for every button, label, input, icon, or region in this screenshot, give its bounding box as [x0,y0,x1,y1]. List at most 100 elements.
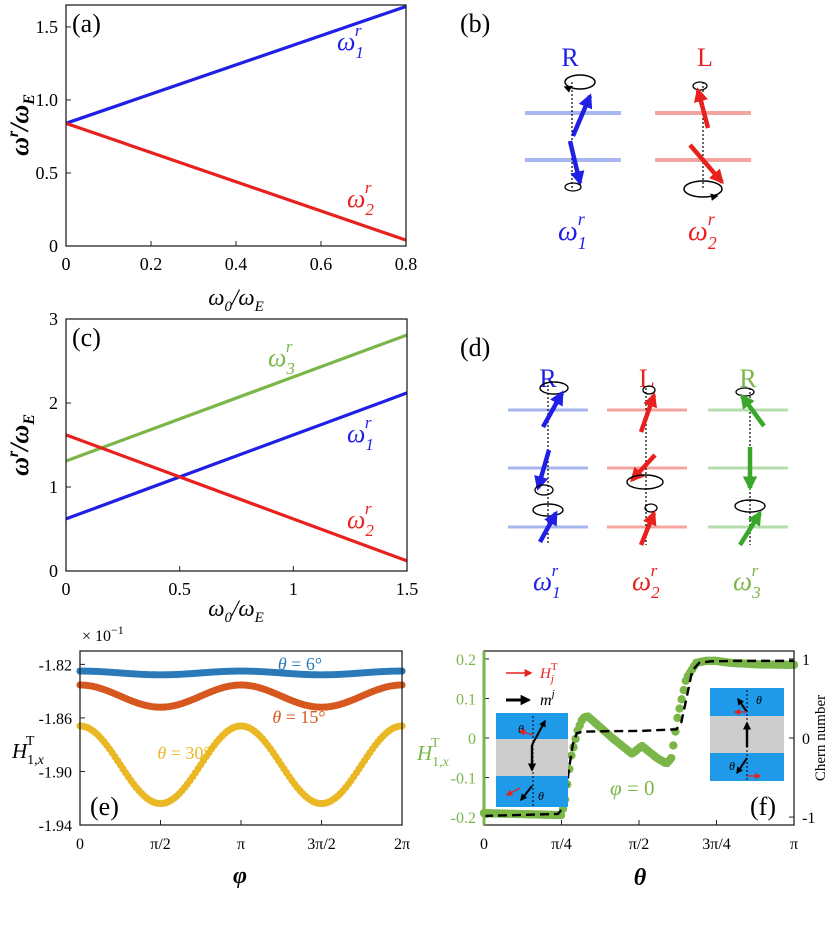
panel-b-freq-l: ω2r [688,209,717,253]
data-point [571,734,580,744]
panel-f-plot: 0 π/4 π/2 3π/4 π 0.2 0.1 0 -0.1 -0.2 1 0 -1 [451,652,816,853]
x-tick-label: 0.6 [310,254,333,274]
panel-f-ylabel: H1,xT [416,736,450,770]
panel-e-frame [79,650,403,826]
inset-left-m-arrow-bottom [520,785,533,802]
panel-a-label: (a) [72,9,101,38]
data-point [679,685,688,695]
x-tick-label: π/4 [551,836,572,853]
inset-right-theta-top: θ [756,693,762,707]
panel-b-r-spin-bottom-arrow [567,140,585,186]
x-tick-label: π/2 [150,836,171,853]
panel-c-label-w1: ω1r [347,413,374,454]
panel-a-ylabel: ωr/ωE [5,94,38,156]
y-tick-label: 0 [49,236,58,256]
y-tick-label: -1.86 [39,711,72,728]
panel-d-c3-spin-1 [740,393,766,428]
inset-right-theta-bottom: θ [729,759,735,773]
panel-a-xlabel: ω0/ωE [208,285,264,315]
panel-a-plot: 0 0.2 0.4 0.6 0.8 0 0.5 1.0 1.5 [36,4,418,274]
data-point [677,695,686,704]
y2-tick-label: 1 [802,652,810,669]
x-tick-label: π/2 [629,836,650,853]
panel-d-c1-spin-3 [538,510,558,544]
y-tick-label: 0.1 [456,691,476,708]
panel-b-column-r: R ω1r [525,43,621,253]
panel-d-label: (d) [460,333,490,362]
panel-e-legend-15: θ = 15° [272,707,325,727]
panel-d-column-r-green: R ω3r [708,364,788,602]
panel-d-c2-spin-3 [638,510,657,546]
panel-d-c3-spin-3 [738,510,762,547]
panel-b-l-spin-bottom-arrow [688,143,724,185]
panel-d-title-2: L [639,364,655,393]
x-tick-label: π [237,836,245,853]
panel-d-freq-1: ω1r [533,561,561,602]
panel-d-column-l-red: L ω2r [607,364,687,602]
x-tick-label: 0.2 [140,254,163,274]
data-point [567,751,576,760]
y-tick-label: 0 [49,561,58,581]
panel-f: 0 π/4 π/2 3π/4 π 0.2 0.1 0 -0.1 -0.2 1 0 -1 (f) H1,x… [416,650,829,891]
data-point [667,753,676,763]
inset-left-theta-bottom: θ [538,789,544,803]
y-tick-label: 0 [468,731,476,748]
panel-f-legend-m-label: mj [540,688,555,709]
panel-e-exponent: × 10−1 [82,623,124,645]
x-tick-label: 0 [480,836,488,853]
panel-d-column-r-blue: R ω1r [508,364,588,602]
data-point [673,713,682,723]
x-tick-label: 3π/2 [307,836,336,853]
inset-left-h-arrow-top [518,729,534,736]
y-tick-label: 3 [49,309,58,329]
panel-b-l-spin-top-arrow [693,87,711,129]
panel-b-r-spin-top-arrow [570,93,593,137]
series-line [65,433,408,563]
x-tick-label: 0.4 [225,254,248,274]
y-tick-label: -1.90 [39,764,72,781]
panel-d-c2-orbit-3 [644,503,658,513]
panel-c-label-w2: ω2r [347,499,374,540]
panel-b-r-precession-bottom [564,182,582,192]
panel-a-frame [65,4,407,247]
panel-d-c1-spin-2 [534,449,552,491]
inset-left-m-arrow-up [531,719,546,746]
x-tick-label: 1 [289,579,298,599]
panel-f-annotation: φ = 0 [610,776,654,800]
panel-d-title-3: R [739,364,757,393]
y-tick-label: 2 [49,393,58,413]
panel-e: 0 π/2 π 3π/2 2π -1.82 -1.86 -1.90 -1.94 × 10−1 (… [11,623,410,889]
y-tick-label: 1.0 [36,90,59,110]
y-tick-label: -0.2 [451,810,476,827]
panel-b-l-precession-top [692,81,708,91]
panel-b-r-precession-top [564,74,596,90]
x-tick-label: 0 [62,254,71,274]
panel-f-legend: HjT mj [506,661,558,709]
panel-f-legend-h-label: HjT [539,661,558,685]
panel-c-label-w3: ω3r [268,337,295,378]
panel-b-title-r: R [561,43,579,72]
x-tick-label: π [790,836,798,853]
panel-d: (d) R ω1r L ω2r [460,333,788,602]
panel-e-ylabel: H1,xT [11,734,45,768]
panel-c-frame [65,318,408,572]
y-tick-label: 1.5 [36,17,59,37]
inset-left-h-arrow-bottom [505,787,521,796]
panel-b-title-l: L [697,43,713,72]
x-tick-label: 3π/4 [702,836,731,853]
panel-d-freq-2: ω2r [632,561,660,602]
panel-f-inset-left: θ θ [496,713,568,807]
panel-b-l-precession-bottom-arrow [710,193,719,201]
panel-b-l-precession-bottom [683,180,723,198]
panel-d-c1-orbit-2 [534,484,554,496]
series-line [65,333,408,463]
panel-e-label: (e) [90,792,119,821]
y-tick-label: -1.94 [39,818,72,835]
panel-c-label: (c) [72,323,101,352]
panel-e-plot: 0 π/2 π 3π/2 2π -1.82 -1.86 -1.90 -1.94 [39,657,410,853]
inset-right-m-arrow-bottom [736,757,748,775]
panel-c: 0 0.5 1 1.5 0 1 2 3 (c) ω3r ω1r ω2r ωr/ωE ω0/ωE [5,309,418,626]
x-tick-label: 0.8 [395,254,418,274]
inset-left-theta-top: θ [518,722,524,736]
inset-right-m-arrow-top [737,697,748,713]
